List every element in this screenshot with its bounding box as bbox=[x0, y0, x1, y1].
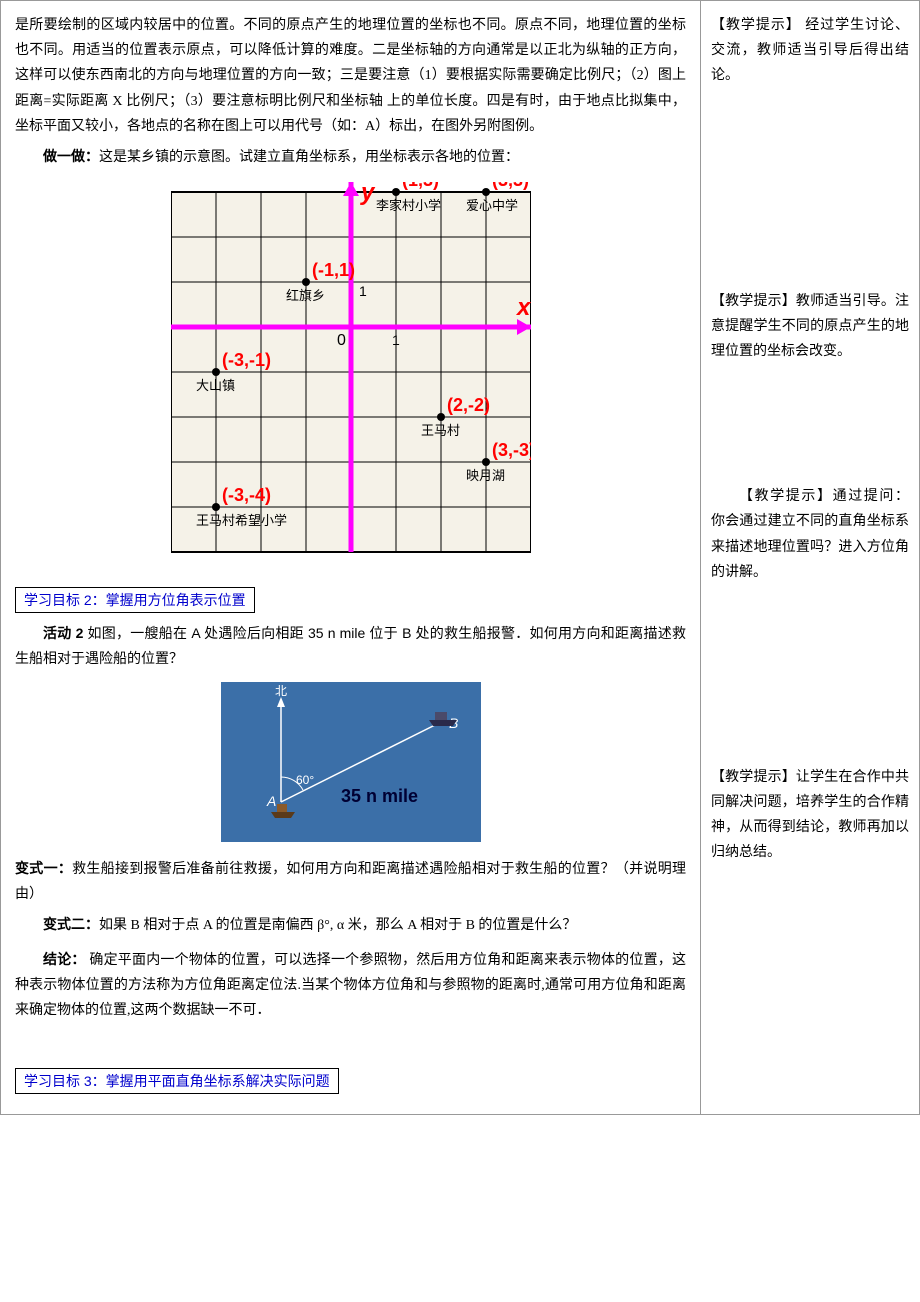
svg-text:王马村: 王马村 bbox=[421, 423, 460, 438]
side-column: 【教学提示】 经过学生讨论、交流，教师适当引导后得出结论。 【教学提示】教师适当… bbox=[701, 1, 919, 1114]
conclusion-text: 确定平面内一个物体的位置，可以选择一个参照物，然后用方位角和距离来表示物体的位置… bbox=[15, 953, 686, 1018]
objective-3-text: 学习目标 3：掌握用平面直角坐标系解决实际问题 bbox=[24, 1073, 330, 1089]
variant-1: 变式一：救生船接到报警后准备前往救援，如何用方向和距离描述遇险船相对于救生船的位… bbox=[15, 857, 686, 907]
svg-text:A: A bbox=[266, 793, 276, 809]
svg-text:王马村希望小学: 王马村希望小学 bbox=[196, 513, 287, 528]
svg-text:红旗乡: 红旗乡 bbox=[286, 288, 325, 303]
svg-text:(2,-2): (2,-2) bbox=[447, 395, 490, 415]
main-column: 是所要绘制的区域内较居中的位置。不同的原点产生的地理位置的坐标也不同。原点不同，… bbox=[1, 1, 701, 1114]
svg-text:北: 北 bbox=[275, 684, 287, 698]
try-it-text: 这是某乡镇的示意图。试建立直角坐标系，用坐标表示各地的位置： bbox=[99, 150, 519, 165]
variant-2: 变式二：如果 B 相对于点 A 的位置是南偏西 β°, α 米，那么 A 相对于… bbox=[15, 913, 686, 938]
variant-1-text: 救生船接到报警后准备前往救援，如何用方向和距离描述遇险船相对于救生船的位置？（并… bbox=[15, 862, 686, 902]
variant-2-text: 如果 B 相对于点 A 的位置是南偏西 β°, α 米，那么 A 相对于 B 的… bbox=[99, 918, 576, 933]
objective-3: 学习目标 3：掌握用平面直角坐标系解决实际问题 bbox=[15, 1068, 339, 1094]
teaching-note-2: 【教学提示】教师适当引导。注意提醒学生不同的原点产生的地理位置的坐标会改变。 bbox=[711, 289, 909, 365]
svg-text:(1,3): (1,3) bbox=[402, 182, 439, 190]
coordinate-grid-chart: y x 0 1 1 (1,3) 李家村小学 (3,3) 爱心中学 (-1,1) 红旗乡 (-3,-1)… bbox=[171, 182, 531, 567]
page: 是所要绘制的区域内较居中的位置。不同的原点产生的地理位置的坐标也不同。原点不同，… bbox=[0, 0, 920, 1115]
svg-text:(-3,-1): (-3,-1) bbox=[222, 350, 271, 370]
svg-text:李家村小学: 李家村小学 bbox=[376, 198, 441, 213]
svg-text:35 n mile: 35 n mile bbox=[341, 786, 418, 806]
teaching-note-4: 【教学提示】让学生在合作中共同解决问题，培养学生的合作精神，从而得到结论，教师再… bbox=[711, 765, 909, 866]
boat-diagram: 北60°AB35 n mile bbox=[221, 682, 481, 847]
svg-text:1: 1 bbox=[359, 283, 367, 299]
svg-text:x: x bbox=[515, 294, 531, 321]
svg-text:(3,3): (3,3) bbox=[492, 182, 529, 190]
svg-text:(3,-3): (3,-3) bbox=[492, 440, 531, 460]
try-it-title: 做一做： bbox=[43, 150, 99, 165]
teaching-note-3: 【教学提示】通过提问： 你会通过建立不同的直角坐标系来描述地理位置吗？进入方位角… bbox=[711, 484, 909, 585]
teaching-note-1: 【教学提示】 经过学生讨论、交流，教师适当引导后得出结论。 bbox=[711, 13, 909, 89]
svg-text:y: y bbox=[360, 182, 376, 206]
conclusion-title: 结论： bbox=[43, 953, 86, 968]
intro-paragraph: 是所要绘制的区域内较居中的位置。不同的原点产生的地理位置的坐标也不同。原点不同，… bbox=[15, 13, 686, 139]
svg-text:(-3,-4): (-3,-4) bbox=[222, 485, 271, 505]
svg-text:1: 1 bbox=[392, 332, 400, 348]
variant-1-title: 变式一： bbox=[15, 862, 72, 877]
svg-text:(-1,1): (-1,1) bbox=[312, 260, 355, 280]
objective-2: 学习目标 2：掌握用方位角表示位置 bbox=[15, 587, 255, 613]
svg-text:映月湖: 映月湖 bbox=[466, 468, 505, 483]
activity-2: 活动 2 如图，一艘船在 A 处遇险后向相距 35 n mile 位于 B 处的… bbox=[15, 621, 686, 671]
svg-text:60°: 60° bbox=[296, 773, 314, 787]
svg-text:0: 0 bbox=[337, 332, 346, 349]
variant-2-title: 变式二： bbox=[43, 918, 99, 933]
svg-text:爱心中学: 爱心中学 bbox=[466, 198, 518, 213]
svg-text:大山镇: 大山镇 bbox=[196, 378, 235, 393]
try-it: 做一做：这是某乡镇的示意图。试建立直角坐标系，用坐标表示各地的位置： bbox=[15, 145, 686, 170]
conclusion: 结论： 确定平面内一个物体的位置，可以选择一个参照物，然后用方位角和距离来表示物… bbox=[15, 948, 686, 1024]
objective-2-text: 学习目标 2：掌握用方位角表示位置 bbox=[24, 592, 246, 608]
